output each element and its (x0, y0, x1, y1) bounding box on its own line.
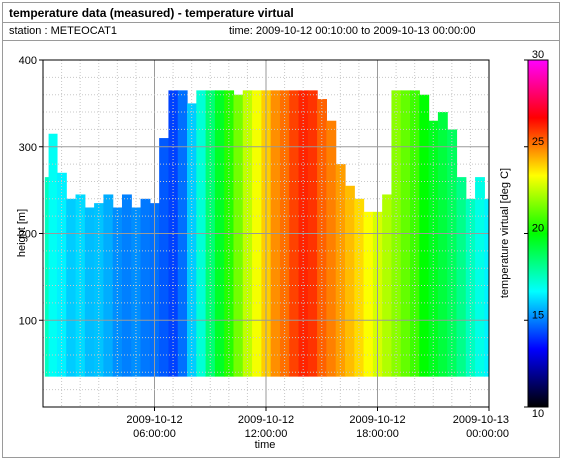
heatmap-column (84, 207, 95, 377)
heatmap-column (363, 211, 374, 377)
heatmap-column (326, 120, 337, 377)
heatmap-column (44, 177, 50, 377)
x-tick-label-date: 2009-10-12 (238, 414, 294, 426)
x-tick-label-time: 06:00:00 (133, 428, 176, 440)
y-axis-ticks: 100 200 300 400 (19, 55, 43, 327)
grid-lines (43, 60, 489, 407)
heatmap-column (48, 133, 58, 377)
colorbar-title: temperature virtual [deg C] (499, 168, 511, 298)
y-tick-label: 200 (19, 229, 37, 241)
heatmap-column (233, 94, 244, 377)
heatmap-column (112, 207, 123, 377)
heatmap-column (447, 129, 458, 377)
heatmap-column (56, 172, 67, 377)
heatmap-column (121, 194, 132, 377)
title-bar: temperature data (measured) - temperatur… (3, 3, 559, 23)
colorbar-tick-label: 30 (532, 49, 544, 61)
heatmap-column (428, 120, 439, 377)
colorbar-tick-label: 20 (532, 223, 544, 235)
y-axis-title: height [m] (16, 209, 28, 257)
heatmap-column (382, 194, 393, 377)
heatmap-column (140, 198, 151, 377)
x-axis-title: time (255, 439, 276, 451)
colorbar-tick-label: 10 (532, 408, 544, 420)
heatmap-column (103, 194, 114, 377)
heatmap-column (354, 198, 365, 377)
heatmap-column (484, 198, 489, 377)
heatmap-column (94, 203, 104, 377)
chart-title: temperature data (measured) - temperatur… (9, 6, 294, 20)
heatmap-column (465, 198, 476, 377)
heatmap-column (475, 177, 485, 377)
station-label: station : METEOCAT1 (9, 25, 117, 37)
x-tick-label-time: 00:00:00 (466, 428, 509, 440)
heatmap-column (344, 185, 355, 377)
y-tick-label: 400 (19, 55, 37, 67)
x-tick-label-time: 12:00:00 (245, 428, 288, 440)
colorbar-tick-label: 15 (532, 309, 544, 321)
y-tick-label: 300 (19, 142, 37, 154)
heatmap-column (419, 94, 430, 377)
colorbar-ticks: 10 15 20 25 30 (524, 49, 544, 420)
heatmap-column (131, 207, 142, 377)
heatmap-column (437, 112, 448, 377)
x-axis-ticks: 2009-10-12 06:00:00 2009-10-12 12:00:00 2009… (126, 407, 509, 440)
info-bar: station : METEOCAT1 time: 2009-10-12 00:… (3, 23, 559, 41)
x-tick-label-date: 2009-10-12 (126, 414, 182, 426)
colorbar-tick-label: 25 (532, 136, 544, 148)
heatmap-column (456, 177, 467, 377)
time-range-label: time: 2009-10-12 00:10:00 to 2009-10-13 … (229, 25, 476, 37)
x-tick-label-date: 2009-10-12 (349, 414, 405, 426)
x-tick-label-date: 2009-10-13 (453, 414, 509, 426)
heatmap-column (159, 138, 170, 377)
y-tick-label: 100 (19, 315, 37, 327)
x-tick-label-time: 18:00:00 (356, 428, 399, 440)
heatmap-column (66, 198, 77, 377)
